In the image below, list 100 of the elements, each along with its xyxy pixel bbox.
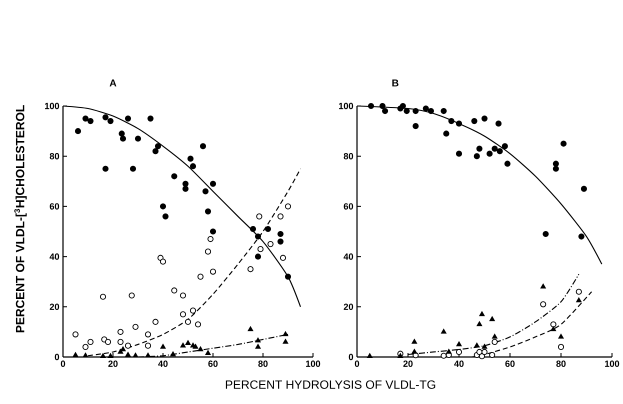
- point: [118, 130, 125, 137]
- point: [74, 128, 82, 134]
- y-tick-label: 60: [50, 203, 60, 210]
- x-tick-label: 100: [306, 360, 320, 367]
- y-tick-label: 80: [50, 153, 60, 160]
- point: [482, 344, 488, 349]
- point: [277, 230, 284, 238]
- point: [492, 334, 498, 339]
- point: [72, 352, 78, 357]
- x-tick-label: 60: [505, 360, 515, 367]
- point: [171, 173, 178, 180]
- point: [82, 115, 89, 122]
- point: [404, 108, 410, 114]
- point: [443, 130, 450, 137]
- point: [479, 311, 485, 316]
- point: [400, 102, 406, 110]
- x-tick-label: 0: [60, 360, 66, 367]
- point: [277, 238, 284, 245]
- point: [398, 353, 404, 358]
- point: [210, 180, 216, 187]
- point: [185, 340, 191, 345]
- point: [277, 213, 284, 220]
- point: [108, 353, 114, 358]
- y-tick-label: 20: [344, 304, 354, 310]
- point: [180, 311, 186, 318]
- point: [486, 150, 493, 157]
- point: [422, 105, 429, 112]
- point: [558, 344, 564, 350]
- y-tick-label: 0: [54, 354, 60, 360]
- point: [192, 344, 198, 349]
- point: [540, 284, 546, 288]
- point: [255, 344, 261, 349]
- point: [82, 344, 89, 350]
- point: [558, 334, 564, 339]
- point: [382, 108, 388, 114]
- x-tick-label: 40: [158, 360, 168, 367]
- point: [144, 331, 152, 338]
- chart-title: A: [110, 80, 116, 86]
- point: [87, 338, 94, 345]
- point: [197, 274, 204, 280]
- point: [200, 143, 206, 150]
- point: [87, 118, 94, 124]
- point: [255, 338, 261, 342]
- point: [134, 136, 142, 142]
- point: [154, 143, 162, 150]
- point: [368, 102, 374, 110]
- point: [578, 233, 584, 240]
- point: [540, 301, 546, 308]
- point: [476, 321, 482, 326]
- point: [576, 288, 582, 295]
- point: [282, 338, 288, 344]
- point: [120, 136, 126, 142]
- x-tick-label: 60: [208, 360, 218, 367]
- point: [441, 328, 446, 334]
- point: [160, 344, 166, 349]
- x-axis-title: PERCENT HYDROLYSIS OF VLDL-TG: [226, 380, 436, 389]
- point: [190, 308, 196, 314]
- x-tick-label: 40: [454, 360, 464, 367]
- point: [448, 118, 454, 124]
- point: [412, 348, 418, 354]
- point: [125, 352, 131, 357]
- point: [456, 150, 462, 157]
- x-tick-label: 80: [258, 360, 268, 367]
- y-tick-label: 100: [339, 102, 354, 110]
- point: [130, 166, 136, 172]
- point: [456, 341, 462, 346]
- point: [502, 143, 508, 150]
- point: [100, 353, 106, 358]
- point: [180, 342, 186, 348]
- point: [267, 241, 274, 248]
- y-tick-label: 100: [45, 102, 60, 110]
- point: [170, 351, 176, 356]
- point: [204, 248, 212, 255]
- y-tick-label: 40: [344, 253, 354, 260]
- x-tick-label: 100: [605, 360, 620, 367]
- y-tick-label: 80: [344, 153, 354, 160]
- point: [124, 115, 132, 122]
- point: [254, 254, 262, 260]
- x-tick-label: 80: [556, 360, 566, 367]
- point: [481, 115, 488, 122]
- point: [184, 318, 192, 325]
- point: [204, 208, 212, 214]
- point: [264, 226, 272, 232]
- point: [492, 146, 498, 152]
- y-tick-label: 60: [344, 203, 354, 210]
- point: [128, 292, 135, 299]
- point: [207, 236, 214, 242]
- point: [187, 156, 194, 162]
- point: [284, 203, 292, 210]
- point: [560, 140, 567, 147]
- point: [412, 338, 418, 344]
- point: [576, 297, 582, 302]
- point: [162, 213, 169, 220]
- point: [542, 230, 549, 238]
- point: [280, 254, 286, 261]
- x-tick-label: 0: [354, 360, 360, 367]
- point: [171, 287, 178, 294]
- point: [102, 114, 109, 120]
- point: [107, 118, 114, 124]
- point: [72, 331, 79, 338]
